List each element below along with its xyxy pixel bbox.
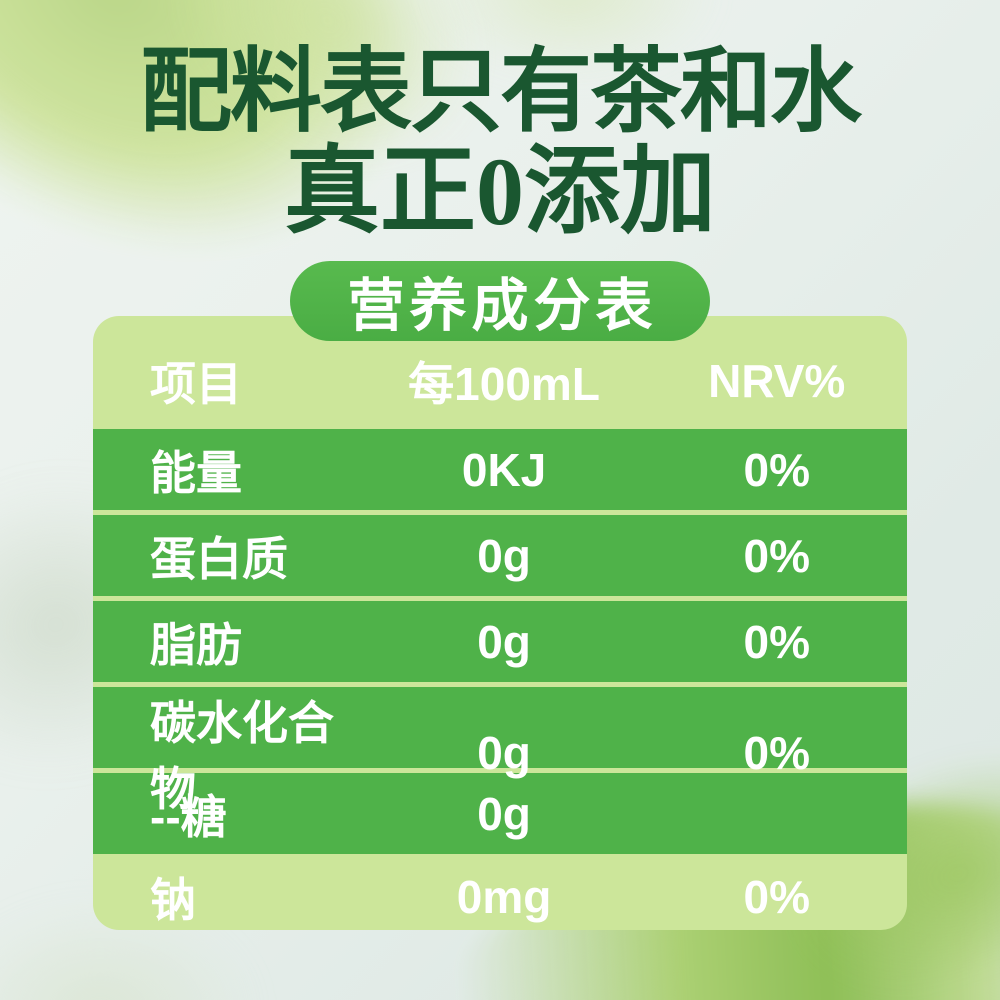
row-item-label: 蛋白质: [150, 532, 288, 585]
table-row-sugar: --糖 0g: [93, 773, 907, 854]
row-item-label: 钠: [150, 874, 196, 926]
table-row-protein: 蛋白质 0g 0%: [93, 515, 907, 596]
table-row-carbohydrate: 碳水化合物 0g 0%: [93, 687, 907, 815]
row-value: 0g: [477, 529, 531, 582]
table-row-energy: 能量 0KJ 0%: [93, 429, 907, 510]
row-nrv: 0%: [743, 443, 810, 496]
nutrition-table: 项目 每100mL NRV% 能量 0KJ 0% 蛋白质 0g 0% 脂肪 0g…: [93, 316, 907, 930]
row-value: 0g: [477, 787, 531, 840]
row-value: 0mg: [456, 871, 552, 923]
table-row-fat: 脂肪 0g 0%: [93, 601, 907, 682]
row-item-label: 脂肪: [150, 618, 242, 671]
row-nrv: 0%: [743, 727, 810, 779]
nutrition-table-badge-label: 营养成分表: [347, 274, 658, 338]
header-nrv: NRV%: [708, 354, 846, 407]
table-row-sodium: 钠 0mg 0%: [93, 859, 907, 930]
row-nrv: 0%: [743, 615, 810, 668]
nutrition-table-badge: 营养成分表: [290, 261, 710, 341]
header-item: 项目: [150, 357, 242, 410]
row-nrv: 0%: [743, 529, 810, 582]
row-value: 0KJ: [461, 443, 547, 496]
row-item-label: --糖: [150, 790, 227, 843]
row-nrv: 0%: [743, 871, 810, 923]
row-value: 0g: [477, 727, 531, 779]
row-value: 0g: [477, 615, 531, 668]
headline-zero-additives: 真正0添加: [284, 138, 716, 245]
headline-ingredients: 配料表只有茶和水: [139, 41, 862, 143]
row-item-label: 能量: [150, 446, 242, 499]
table-header-row: 项目 每100mL NRV%: [93, 316, 907, 429]
header-per100: 每100mL: [408, 357, 600, 410]
